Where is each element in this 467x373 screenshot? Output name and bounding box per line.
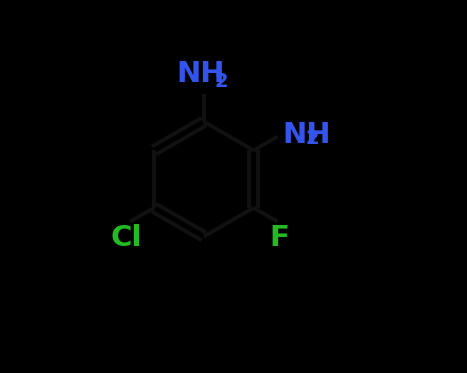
Text: 2: 2 [215, 72, 228, 91]
Text: NH: NH [283, 121, 331, 149]
Text: 2: 2 [306, 129, 319, 148]
Text: NH: NH [177, 60, 225, 88]
Text: F: F [269, 223, 290, 251]
Text: Cl: Cl [111, 223, 142, 251]
